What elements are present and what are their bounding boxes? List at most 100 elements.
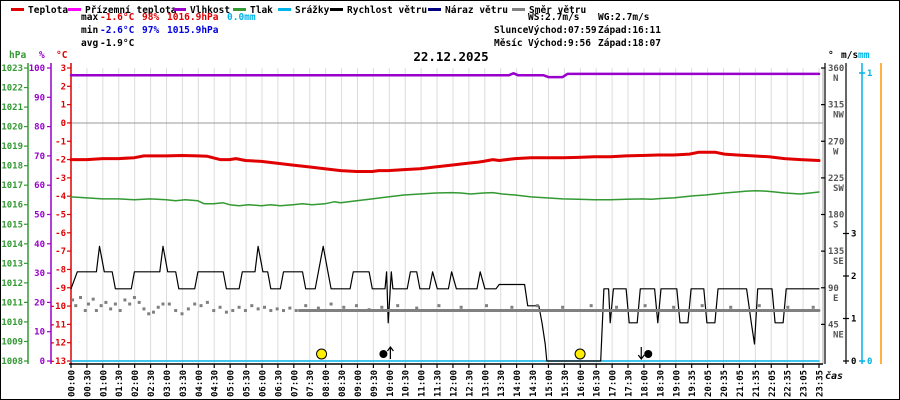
time-tick-label: 10:30 [402, 370, 412, 397]
tick-label-hPa: 1008 [1, 357, 23, 367]
tick-label-°C: -7 [55, 247, 66, 257]
time-tick-label-group: 08:00 [322, 370, 332, 397]
tick-label-mm: 1 [867, 69, 872, 79]
series-smer-vetru-dot [180, 312, 184, 316]
series-smer-vetru-dot [218, 305, 222, 309]
tick-label-°C: -4 [55, 192, 66, 202]
stat-min-humidity: 97% [142, 25, 160, 36]
time-tick-label: 08:30 [338, 370, 348, 397]
series-smer-vetru-dot [561, 305, 565, 309]
series-smer-vetru-dot [151, 310, 155, 314]
time-tick-label-group: 07:00 [290, 370, 300, 397]
series-smer-vetru-dot [354, 304, 358, 308]
tick-label-%: 70 [34, 152, 45, 162]
time-tick-label-group: 03:00 [163, 370, 173, 397]
tick-label-hPa: 1009 [1, 337, 23, 347]
time-tick-label: 21:05 [736, 370, 746, 397]
time-tick-label: 21:35 [752, 370, 762, 397]
tick-label-°C: 1 [61, 101, 66, 111]
time-tick-label: 23:05 [800, 370, 810, 397]
time-tick-label-group: 01:00 [99, 370, 109, 397]
moonrise-moon-icon [379, 350, 388, 358]
time-tick-label-group: 03:30 [179, 370, 189, 397]
series-smer-vetru-dot [167, 302, 171, 306]
tick-label-ms: 0 [851, 357, 856, 367]
time-tick-label-group: 18:30 [656, 370, 666, 397]
tick-label-hPa: 1020 [1, 123, 23, 133]
series-smer-vetru-dot [700, 304, 704, 308]
tick-label-hPa: 1018 [1, 162, 23, 172]
time-tick-label-group: 12:30 [465, 370, 475, 397]
stat-moonset: Západ:18:07 [598, 38, 661, 49]
time-tick-label-group: 02:00 [131, 370, 141, 397]
time-tick-label-group: 22:05 [768, 370, 778, 397]
time-tick-label: 18:00 [640, 370, 650, 397]
time-tick-label: 07:00 [290, 370, 300, 397]
series-smer-vetru-dot [294, 309, 298, 313]
tick-label-hPa: 1011 [1, 298, 23, 308]
tick-label-direction-deg: 315 [828, 101, 844, 111]
time-tick-label: 16:30 [593, 370, 603, 397]
time-tick-label-group: 07:30 [306, 370, 316, 397]
tick-label-ms: 3 [851, 230, 856, 240]
time-tick-label-group: 23:35 [816, 370, 826, 397]
series-smer-vetru-dot [282, 309, 286, 313]
tick-label-hPa: 1010 [1, 318, 23, 328]
time-tick-label-group: 05:30 [243, 370, 253, 397]
time-tick-label: 15:30 [561, 370, 571, 397]
series-smer-vetru-dot [118, 309, 122, 313]
stat-max-temperature: -1.6°C [100, 12, 135, 23]
stat-wind-speed: WS:2.7m/s [528, 12, 580, 23]
series-smer-vetru-dot [329, 302, 333, 306]
time-tick-label: 03:00 [163, 370, 173, 397]
series-smer-vetru-dot [83, 309, 87, 313]
series-smer-vetru-dot [250, 304, 254, 308]
legend-item-rychlost-vetru: Rychlost větru [330, 5, 427, 19]
time-tick-label: 14:30 [529, 370, 539, 397]
tick-label-direction-deg: 225 [828, 174, 844, 184]
series-smer-vetru-dot [786, 305, 790, 309]
time-tick-label: 04:00 [195, 370, 205, 397]
stat-label-avg: avg [81, 38, 99, 49]
tick-label-direction-name: N [833, 74, 838, 84]
time-tick-label-group: 22:35 [784, 370, 794, 397]
tick-label-°C: 3 [61, 64, 66, 74]
series-smer-vetru-dot [672, 305, 676, 309]
time-tick-label: 06:30 [274, 370, 284, 397]
time-tick-label-group: 10:00 [386, 370, 396, 397]
series-smer-vetru-dot [589, 304, 593, 308]
series-tlak [70, 189, 820, 207]
tick-label-°C: 0 [61, 119, 66, 129]
tick-label-direction-deg: 45 [828, 320, 839, 330]
series-smer-vetru-dot [304, 304, 308, 308]
tick-label-hPa: 1012 [1, 279, 23, 289]
stat-wind-gust: WG:2.7m/s [598, 12, 650, 23]
legend-label: Vlhkost [190, 5, 231, 16]
series-smer-vetru-dot [91, 297, 95, 301]
moonset-moon-icon [644, 350, 653, 358]
legend-item-smer-vetru: Směr větru [512, 5, 586, 19]
series-smer-vetru-dot [161, 302, 165, 306]
time-tick-label: 17:30 [625, 370, 635, 397]
time-tick-label-group: 15:00 [545, 370, 555, 397]
time-tick-label-group: 16:00 [577, 370, 587, 397]
legend-item-teplota: Teplota [11, 5, 68, 19]
series-smer-vetru-dot [380, 305, 384, 309]
series-smer-vetru-dot [437, 304, 441, 308]
tick-label-°C: -6 [55, 229, 66, 239]
tick-label-%: 80 [34, 123, 45, 133]
tick-label-mm: 0 [867, 357, 872, 367]
legend-swatch-rychlost-vetru [330, 8, 343, 11]
time-tick-label-group: 19:00 [672, 370, 682, 397]
axis-unit-%: % [39, 50, 45, 61]
time-tick-label-group: 12:00 [449, 370, 459, 397]
time-tick-label: 12:00 [449, 370, 459, 397]
series-smer-vetru-dot [104, 300, 108, 304]
tick-label-%: 30 [34, 269, 45, 279]
series-smer-vetru-dot [342, 305, 346, 309]
series-smer-vetru-dot [205, 300, 209, 304]
tick-label-%: 90 [34, 93, 45, 103]
time-tick-label-group: 09:00 [354, 370, 364, 397]
series-smer-vetru-dot [186, 307, 190, 311]
